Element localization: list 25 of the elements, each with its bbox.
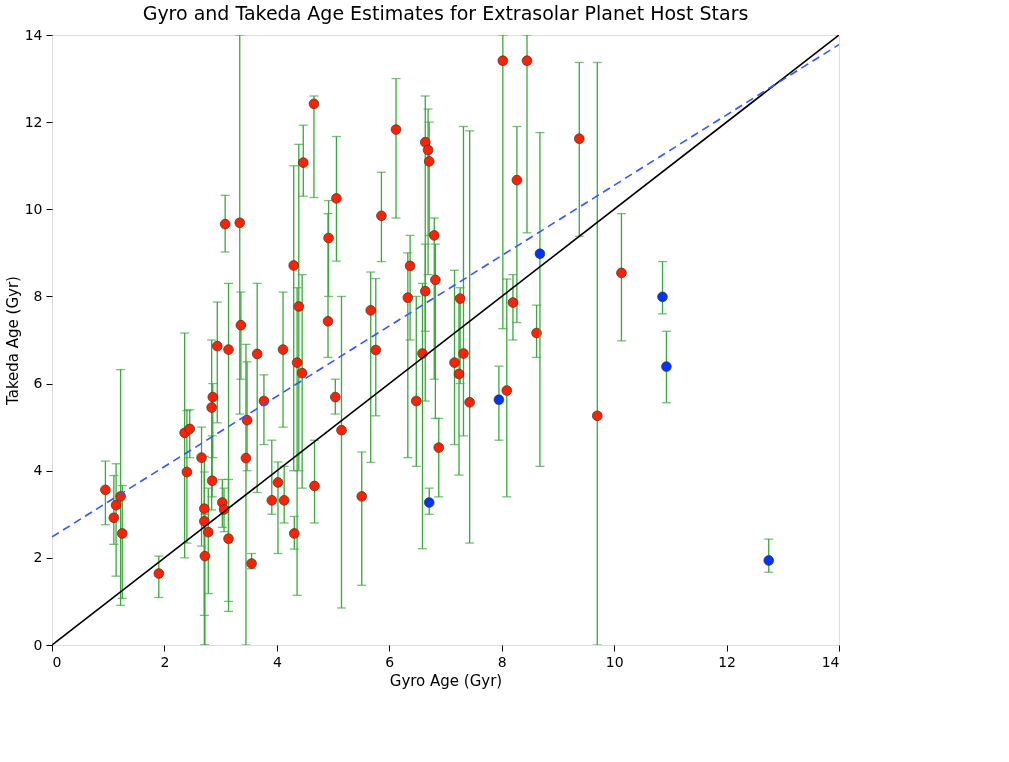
x-tick-label: 10 [605, 653, 624, 670]
y-tick-label: 2 [33, 549, 43, 566]
point [534, 248, 546, 259]
chart-title: Gyro and Takeda Age Estimates for Extrasolar Planet Host Stars [142, 2, 749, 24]
x-tick-label: 8 [497, 653, 507, 670]
y-tick-label: 0 [33, 636, 43, 653]
point [423, 497, 435, 508]
y-tick-label: 12 [24, 113, 43, 130]
point [763, 555, 774, 566]
y-tick-label: 4 [33, 462, 43, 479]
x-tick-label: 4 [272, 653, 282, 670]
y-tick-label: 8 [33, 287, 43, 304]
x-axis-title: Gyro Age (Gyr) [389, 671, 503, 690]
x-tick-label: 12 [718, 653, 736, 670]
y-axis-title: Takeda Age (Gyr) [3, 276, 22, 406]
x-tick-label: 14 [821, 653, 840, 670]
point [493, 394, 505, 405]
x-tick-label: 0 [52, 653, 62, 670]
x-tick-label: 6 [385, 653, 395, 670]
point [657, 291, 668, 303]
x-tick-label: 2 [160, 653, 170, 670]
y-tick-label: 6 [33, 375, 43, 392]
y-tick-label: 14 [24, 26, 43, 43]
point [661, 361, 672, 372]
y-tick-label: 10 [24, 200, 43, 217]
